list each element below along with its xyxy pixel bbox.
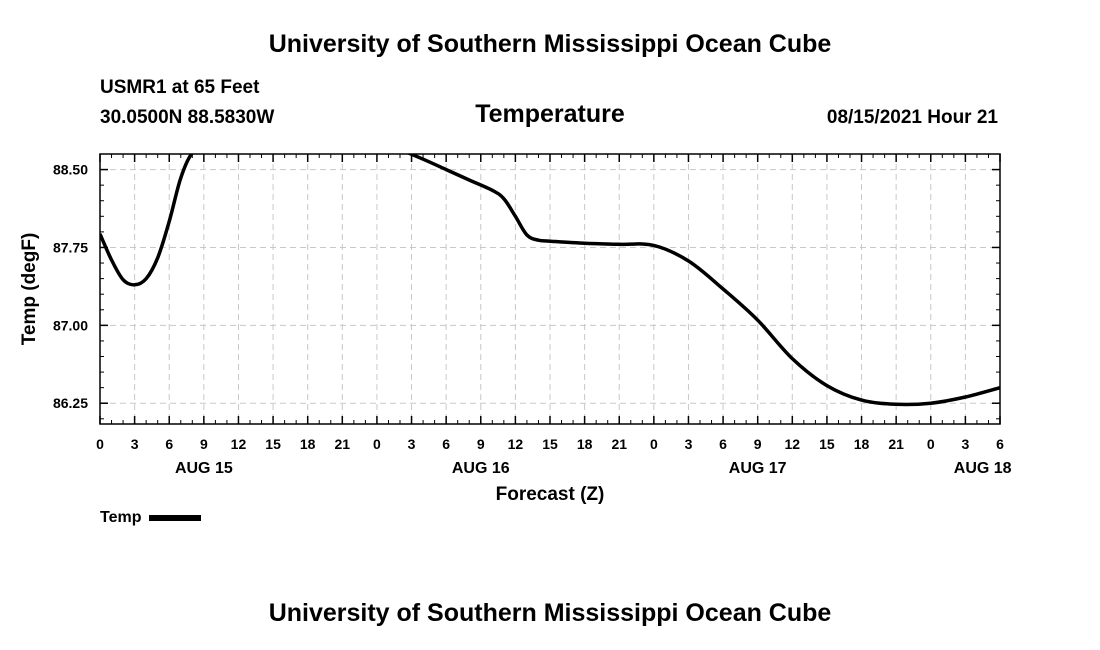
x-tick-label: 6: [719, 436, 727, 452]
variable-title: Temperature: [475, 100, 625, 128]
date-label: AUG 17: [729, 460, 787, 477]
footer-title: University of Southern Mississippi Ocean…: [268, 599, 832, 627]
x-tick-label: 15: [819, 436, 835, 452]
x-tick-label: 9: [754, 436, 762, 452]
x-tick-label: 21: [335, 436, 351, 452]
date-label: AUG 15: [175, 460, 233, 477]
forecast-datetime: 08/15/2021 Hour 21: [826, 107, 998, 128]
x-tick-label: 3: [685, 436, 693, 452]
x-tick-label: 6: [442, 436, 450, 452]
date-label: AUG 18: [954, 460, 1012, 477]
x-tick-label: 18: [854, 436, 870, 452]
x-tick-label: 18: [300, 436, 316, 452]
x-tick-label: 0: [373, 436, 381, 452]
x-tick-label: 3: [131, 436, 139, 452]
y-tick-label: 87.75: [53, 239, 88, 255]
y-tick-label: 88.50: [53, 162, 88, 178]
x-tick-label: 12: [785, 436, 801, 452]
x-tick-label: 6: [996, 436, 1004, 452]
x-tick-label: 0: [927, 436, 935, 452]
y-tick-label: 86.25: [53, 395, 88, 411]
series-line-temp: [100, 154, 1000, 407]
x-tick-label: 3: [961, 436, 969, 452]
y-axis-label: Temp (degF): [19, 233, 40, 346]
date-label: AUG 16: [452, 460, 510, 477]
x-tick-label: 18: [577, 436, 593, 452]
coordinates-label: 30.0500N 88.5830W: [100, 107, 275, 128]
legend: Temp: [100, 509, 202, 527]
x-tick-label: 15: [265, 436, 281, 452]
x-tick-label: 12: [508, 436, 524, 452]
chart-title: University of Southern Mississippi Ocean…: [268, 30, 832, 58]
x-tick-label: 21: [888, 436, 904, 452]
x-tick-label: 15: [542, 436, 558, 452]
x-tick-label: 9: [477, 436, 485, 452]
x-axis-label: Forecast (Z): [496, 484, 605, 505]
x-tick-label: 9: [200, 436, 208, 452]
y-tick-label: 87.00: [53, 317, 88, 333]
x-tick-label: 21: [611, 436, 627, 452]
x-tick-label: 0: [650, 436, 658, 452]
legend-label: Temp: [100, 509, 142, 526]
x-tick-label: 6: [165, 436, 173, 452]
x-tick-label: 0: [96, 436, 104, 452]
legend-swatch: [149, 515, 202, 521]
x-tick-label: 12: [231, 436, 247, 452]
station-label: USMR1 at 65 Feet: [100, 77, 260, 98]
x-tick-label: 3: [408, 436, 416, 452]
